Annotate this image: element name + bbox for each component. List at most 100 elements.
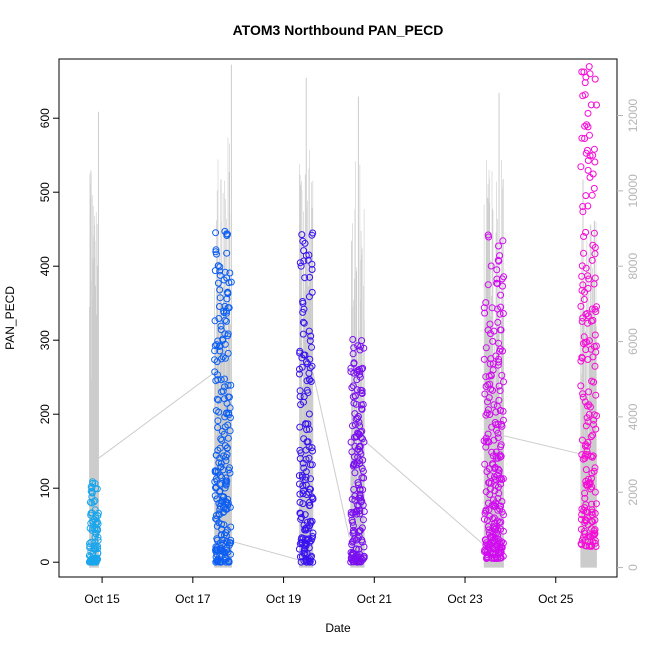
data-point: [92, 520, 100, 528]
data-point: [88, 489, 96, 497]
data-point: [360, 438, 368, 446]
data-point: [307, 485, 314, 493]
data-point: [357, 386, 365, 394]
data-point: [90, 556, 98, 563]
data-point: [589, 353, 597, 361]
data-point: [215, 511, 223, 519]
data-point: [217, 326, 225, 334]
data-point: [223, 477, 231, 485]
data-point: [481, 390, 489, 398]
data-point: [359, 467, 367, 475]
data-point: [300, 319, 308, 327]
data-point: [491, 537, 499, 545]
data-point: [593, 412, 601, 420]
data-point: [303, 558, 310, 566]
data-point: [493, 275, 501, 283]
data-point: [349, 393, 357, 401]
data-point: [347, 364, 355, 372]
data-point: [219, 336, 227, 344]
data-point: [494, 318, 502, 326]
data-point: [218, 492, 226, 500]
data-point: [588, 305, 596, 313]
data-point: [496, 453, 504, 461]
y-tick-label-6: 500: [38, 182, 52, 202]
data-point: [582, 264, 590, 272]
data-point: [349, 382, 357, 390]
data-point: [486, 512, 494, 520]
data-point: [302, 358, 310, 366]
data-point: [351, 469, 359, 477]
data-point: [492, 448, 500, 456]
data-point: [354, 342, 362, 350]
data-point: [586, 70, 594, 78]
data-point: [578, 134, 586, 142]
data-point: [224, 230, 231, 238]
data-point: [499, 237, 507, 245]
data-point: [225, 541, 233, 549]
data-point: [581, 489, 589, 497]
data-point: [492, 553, 500, 561]
data-point: [220, 430, 228, 438]
y-axis-label: PAN_PECD: [3, 286, 17, 350]
data-point: [359, 516, 367, 524]
chart-title: ATOM3 Northbound PAN_PECD: [233, 22, 444, 38]
data-point: [495, 540, 503, 548]
data-point: [307, 332, 315, 340]
data-point: [484, 281, 492, 289]
data-point: [306, 273, 314, 281]
data-point: [222, 481, 230, 489]
data-point: [497, 291, 505, 299]
data-point: [482, 541, 490, 549]
data-point: [581, 122, 589, 130]
data-point: [577, 163, 585, 171]
data-point: [305, 327, 313, 335]
data-point: [584, 521, 592, 529]
data-point: [579, 208, 587, 216]
data-point: [224, 381, 232, 389]
data-point: [358, 405, 366, 413]
data-point: [582, 192, 590, 200]
data-point: [497, 452, 505, 460]
x-tick-label-2: Oct 17: [175, 592, 211, 606]
data-point: [307, 475, 314, 483]
data-point: [211, 317, 219, 325]
data-point: [226, 427, 234, 435]
data-point: [94, 549, 102, 557]
data-point: [584, 166, 592, 174]
data-point: [588, 474, 595, 482]
data-point: [214, 262, 222, 270]
data-point: [495, 382, 503, 390]
data-point: [223, 249, 231, 257]
data-point: [296, 423, 304, 431]
data-point: [591, 464, 599, 472]
data-point: [347, 438, 355, 446]
data-point: [296, 446, 304, 454]
data-point: [585, 411, 593, 418]
data-point: [305, 293, 313, 301]
data-point: [482, 411, 490, 419]
data-point: [485, 372, 493, 380]
data-point: [213, 522, 221, 530]
data-point: [221, 268, 229, 276]
data-point: [211, 342, 219, 350]
flight-points-4: [347, 336, 368, 566]
data-point: [577, 302, 585, 310]
data-point: [92, 485, 99, 492]
data-point: [482, 488, 490, 496]
data-point: [227, 381, 235, 389]
data-point: [216, 342, 224, 350]
data-point: [582, 228, 590, 236]
x-tick-label-5: Oct 23: [447, 592, 483, 606]
data-point: [218, 474, 226, 481]
data-point: [354, 534, 362, 542]
data-point: [499, 539, 507, 547]
data-point: [591, 488, 599, 496]
data-point: [482, 344, 490, 352]
data-point: [359, 435, 366, 443]
data-point: [87, 511, 95, 519]
data-point: [355, 528, 363, 536]
data-point: [483, 468, 491, 475]
data-point: [583, 121, 591, 129]
data-point: [578, 536, 586, 544]
data-point: [92, 542, 100, 550]
